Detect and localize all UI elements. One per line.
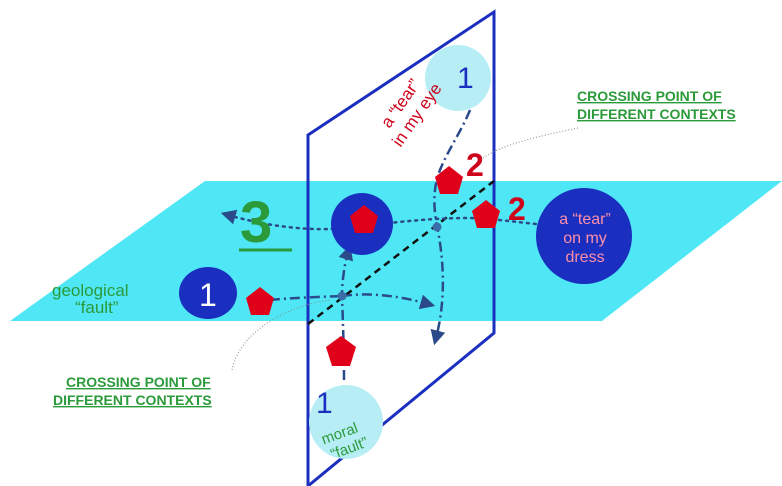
node-two-upper: 2	[466, 147, 484, 183]
pentagon-upper	[435, 166, 463, 194]
path-upper-vertical	[430, 109, 472, 346]
path-left-branch	[269, 294, 343, 302]
crossing-dot-upper	[432, 222, 442, 232]
geological-label-line1: geological	[52, 281, 129, 300]
node-two-right: 2	[508, 191, 526, 227]
pentagon-center	[350, 205, 378, 233]
label-three: 3	[240, 190, 272, 255]
node-left-circle	[179, 267, 237, 319]
horizontal-plane	[10, 181, 782, 321]
crossing-bottom-line1: CROSSING POINT OF	[66, 374, 211, 390]
tear-dress-line2: on my	[563, 230, 607, 247]
geological-label-line2: “fault”	[75, 298, 119, 317]
node-bottom-circle	[309, 385, 383, 459]
crossing-top-line2: DIFFERENT CONTEXTS	[577, 106, 736, 122]
pentagon-right	[472, 200, 500, 228]
node-top-number: 1	[457, 62, 474, 95]
callout-connector-top	[467, 127, 579, 176]
vertical-plane	[306, 9, 496, 486]
pentagon-left	[246, 287, 274, 315]
tear-dress-line3: dress	[565, 249, 604, 266]
node-bottom-number: 1	[316, 387, 333, 420]
plane-intersection-line	[307, 180, 495, 325]
node-left-number: 1	[199, 277, 217, 313]
crossing-top-line1: CROSSING POINT OF	[577, 88, 722, 104]
node-top-circle	[425, 45, 491, 111]
crossing-bottom-line2: DIFFERENT CONTEXTS	[53, 392, 212, 408]
path-right-branch	[341, 293, 436, 310]
dotted-path	[220, 209, 602, 231]
crossing-dot-lower	[337, 291, 347, 301]
pentagon-bottom	[326, 336, 356, 366]
tear-dress-line1: a “tear”	[559, 211, 611, 228]
tear-dress-circle	[536, 188, 632, 284]
